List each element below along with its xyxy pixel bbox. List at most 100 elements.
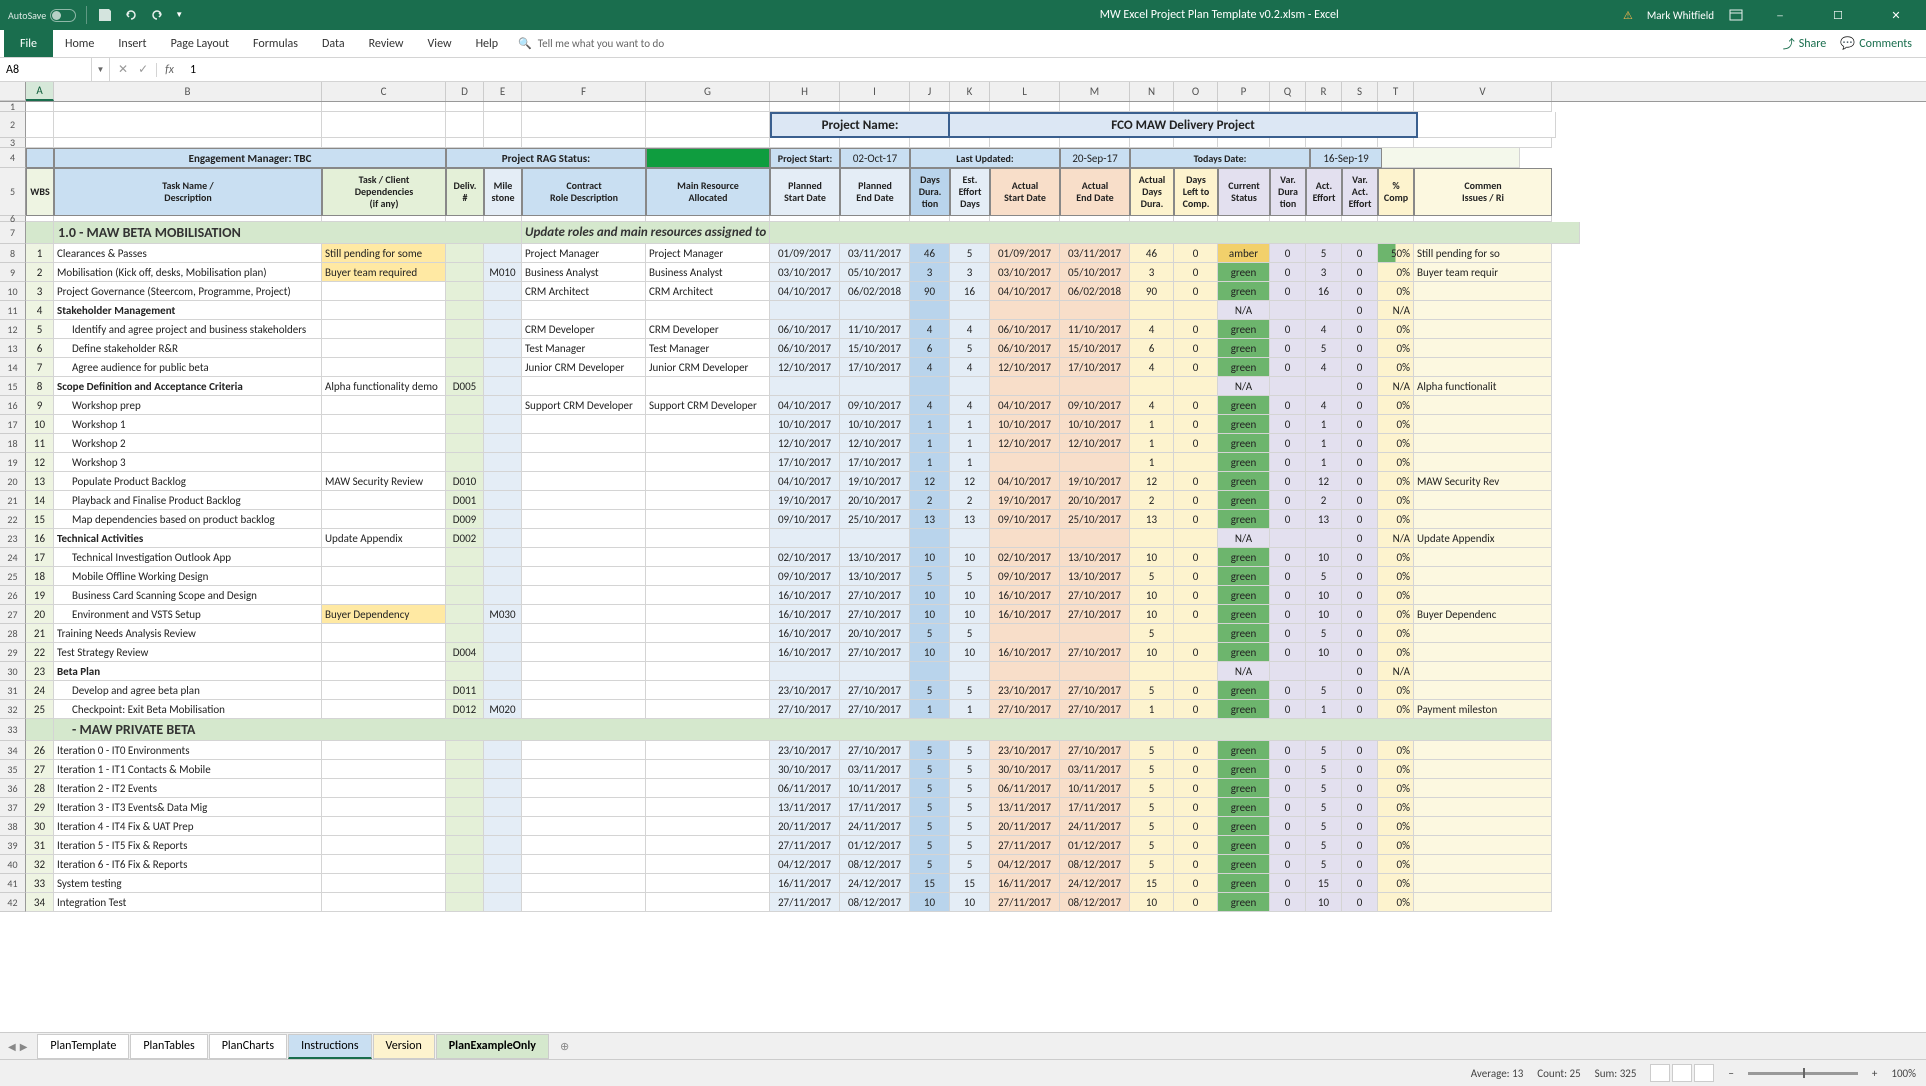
cell[interactable]: 20/11/2017 [990,817,1060,836]
cell[interactable]: 16/10/2017 [770,643,840,662]
cell[interactable]: 5 [950,339,990,358]
cell[interactable]: 0 [1342,453,1378,472]
cell[interactable]: 17 [26,548,54,567]
cell[interactable]: N/A [1378,377,1414,396]
cell[interactable]: 0% [1378,396,1414,415]
cell[interactable] [646,510,770,529]
sheet-nav[interactable]: ◀▶ [8,1040,37,1053]
cell[interactable] [1130,377,1174,396]
cell[interactable] [484,491,522,510]
redo-icon[interactable] [149,7,165,23]
row-header[interactable]: 7 [0,222,26,244]
cell[interactable]: 27/10/2017 [840,586,910,605]
worksheet-area[interactable]: ABCDEFGHIJKLMNOPQRSTV 12Project Name:FCO… [0,82,1926,1044]
cell[interactable]: green [1218,586,1270,605]
cell[interactable]: 14 [26,491,54,510]
cell[interactable]: Mile stone [484,168,522,216]
cell[interactable] [522,605,646,624]
cell[interactable]: 23/10/2017 [770,741,840,760]
row-header[interactable]: 1 [0,102,26,112]
cell[interactable]: 15 [1130,874,1174,893]
cell[interactable] [770,662,840,681]
cell[interactable]: 0 [1174,244,1218,263]
cell[interactable]: 0 [1342,586,1378,605]
cell[interactable]: 04/10/2017 [990,396,1060,415]
cell[interactable]: Planned End Date [840,168,910,216]
cell[interactable]: 1 [1130,700,1174,719]
cell[interactable]: Payment mileston [1414,700,1552,719]
zoom-slider[interactable] [1748,1072,1858,1075]
cell[interactable] [1414,817,1552,836]
cell[interactable]: 09/10/2017 [990,567,1060,586]
cell[interactable]: 0 [1174,681,1218,700]
cell[interactable] [322,301,446,320]
cell[interactable]: 0 [1174,434,1218,453]
cell[interactable] [522,472,646,491]
cell[interactable]: 12/10/2017 [990,434,1060,453]
row-header[interactable]: 30 [0,662,26,681]
cell[interactable]: 06/02/2018 [1060,282,1130,301]
cell[interactable]: 4 [1130,320,1174,339]
cell[interactable]: 23 [26,662,54,681]
cell[interactable] [322,491,446,510]
cell[interactable]: 11/10/2017 [840,320,910,339]
cell[interactable] [484,301,522,320]
cell[interactable]: Test Manager [646,339,770,358]
cell[interactable]: 4 [950,396,990,415]
cell[interactable]: green [1218,472,1270,491]
cell[interactable]: 22 [26,643,54,662]
cell[interactable]: Playback and Finalise Product Backlog [54,491,322,510]
cell[interactable]: 02-Oct-17 [840,148,910,168]
row-header[interactable]: 36 [0,779,26,798]
cell[interactable] [840,301,910,320]
cell[interactable]: 1 [910,415,950,434]
cell[interactable]: CRM Developer [646,320,770,339]
cell[interactable]: 0 [1174,396,1218,415]
cell[interactable] [990,301,1060,320]
cell[interactable]: 0 [1270,472,1306,491]
cell[interactable]: N/A [1378,662,1414,681]
cell[interactable] [484,396,522,415]
cell[interactable]: 0 [1174,779,1218,798]
cell[interactable]: 3 [1306,263,1342,282]
cell[interactable]: 10 [910,605,950,624]
cell[interactable] [646,605,770,624]
cell[interactable]: 5 [1130,836,1174,855]
cell[interactable]: 0 [1174,548,1218,567]
view-buttons[interactable] [1650,1064,1714,1082]
cell[interactable] [646,874,770,893]
cell[interactable]: 23/10/2017 [990,681,1060,700]
cell[interactable] [484,510,522,529]
cell[interactable] [1378,102,1414,112]
cell[interactable] [522,491,646,510]
cell[interactable] [522,700,646,719]
cell[interactable] [522,112,646,138]
cell[interactable]: 0 [1270,358,1306,377]
cell[interactable] [446,138,484,148]
cell[interactable] [484,548,522,567]
cell[interactable] [446,760,484,779]
cell[interactable]: 1 [26,244,54,263]
cell[interactable]: 5 [910,624,950,643]
cell[interactable] [770,102,840,112]
cell[interactable]: green [1218,760,1270,779]
cell[interactable]: 0 [1174,567,1218,586]
cell[interactable]: 17/11/2017 [840,798,910,817]
cell[interactable] [910,138,950,148]
row-header[interactable]: 27 [0,605,26,624]
cell[interactable] [522,434,646,453]
cell[interactable] [322,586,446,605]
cell[interactable]: 2 [1130,491,1174,510]
cell[interactable]: Support CRM Developer [522,396,646,415]
row-header[interactable]: 15 [0,377,26,396]
cell[interactable]: Stakeholder Management [54,301,322,320]
cell[interactable]: D005 [446,377,484,396]
cell[interactable] [646,855,770,874]
cell[interactable]: 0 [1270,893,1306,912]
cell[interactable]: 0 [1342,741,1378,760]
cell[interactable] [484,529,522,548]
cell[interactable] [446,244,484,263]
cell[interactable]: 0 [1270,263,1306,282]
cell[interactable] [1306,301,1342,320]
cell[interactable]: Current Status [1218,168,1270,216]
